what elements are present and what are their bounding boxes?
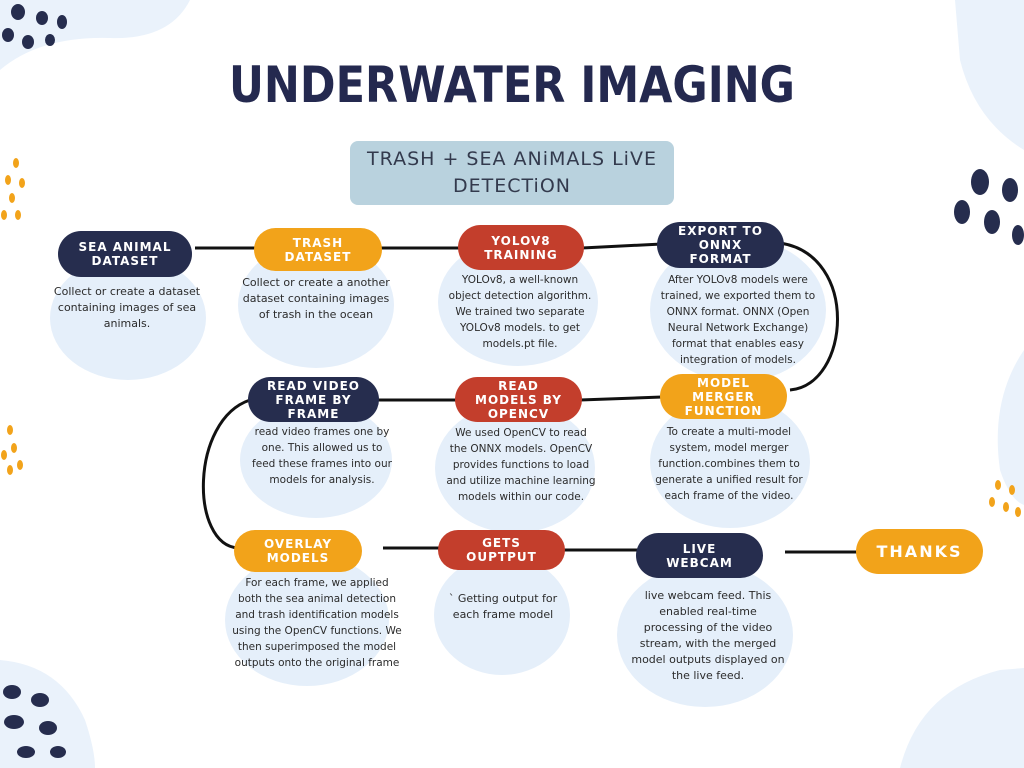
step-description-live-webcam: live webcam feed. This enabled real-time… [631, 589, 785, 682]
flow-connectors [195, 241, 860, 554]
step-description-trash-dataset: Collect or create a another dataset cont… [242, 276, 390, 321]
step-description-yolov8-training: YOLOv8, a well-known object detection al… [448, 274, 592, 350]
dots-left-orange [1, 158, 25, 220]
step-node-trash-dataset: TRASH DATASET [254, 228, 382, 271]
subtitle-line-2: DETECTiON [453, 175, 571, 197]
step-node-read-models-opencv: READ MODELS BY OPENCV [455, 377, 582, 422]
step-description-export-to-onnx: After YOLOv8 models were trained, we exp… [660, 274, 816, 366]
step-node-overlay-models: OVERLAY MODELS [234, 530, 362, 572]
step-description-gets-output: ` Getting output for each frame model [448, 592, 558, 621]
corner-blob-bottom-right [900, 668, 1024, 768]
description-blobs [50, 238, 826, 707]
step-description-overlay-models: For each frame, we applied both the sea … [232, 577, 402, 669]
step-description-read-video-frame: read video frames one by one. This allow… [252, 426, 392, 486]
step-node-gets-output: GETS OUPTPUT [438, 530, 565, 570]
dots-right-orange [989, 480, 1021, 517]
dots-left-orange-2 [1, 425, 23, 475]
step-description-read-models-opencv: We used OpenCV to read the ONNX models. … [446, 427, 596, 503]
thanks-badge: THANKS [856, 529, 983, 574]
page-title: UNDERWATER IMAGING [229, 56, 795, 114]
dots-top-left [2, 4, 67, 49]
step-description-sea-animal-dataset: Collect or create a dataset containing i… [53, 285, 201, 330]
corner-blob-right [997, 350, 1024, 505]
step-node-yolov8-training: YOLOV8 TRAINING [458, 225, 584, 270]
step-node-read-video-frame: READ VIDEO FRAME BY FRAME [248, 377, 379, 422]
dots-bottom-left [3, 685, 66, 758]
corner-blob-top-right [955, 0, 1024, 150]
step-node-live-webcam: LIVE WEBCAM [636, 533, 763, 578]
step-node-export-to-onnx: EXPORT TO ONNX FORMAT [657, 222, 784, 268]
dots-right-navy [954, 169, 1024, 245]
step-description-model-merger: To create a multi-model system, model me… [655, 426, 803, 502]
subtitle-line-1: TRASH + SEA ANiMALS LiVE [367, 148, 657, 170]
subtitle-box: TRASH + SEA ANiMALS LiVE DETECTiON [350, 141, 674, 205]
step-node-sea-animal-dataset: SEA ANIMAL DATASET [58, 231, 192, 277]
corner-blob-bottom-left [0, 660, 95, 768]
step-node-model-merger: MODEL MERGER FUNCTION [660, 374, 787, 419]
